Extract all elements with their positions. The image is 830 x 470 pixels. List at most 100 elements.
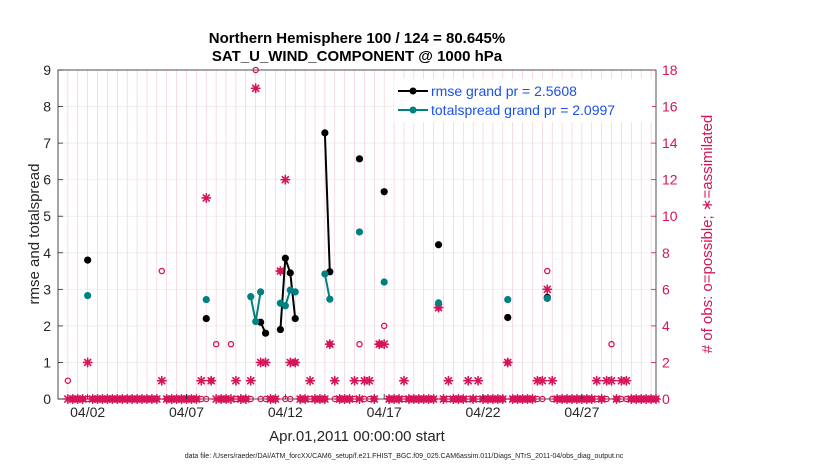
y-axis-left-ticks: 0 1 2 3 4 5 6 7 8 9 bbox=[43, 62, 63, 407]
obs-possible-point bbox=[380, 322, 388, 330]
spread-point bbox=[252, 317, 260, 326]
y-right-tick-label: 2 bbox=[662, 354, 670, 370]
obs-possible-point bbox=[212, 340, 220, 348]
obs-possible-point bbox=[158, 267, 166, 275]
y-right-tick-label: 18 bbox=[662, 62, 678, 78]
y-left-tick-label: 4 bbox=[43, 245, 51, 261]
rmse-point bbox=[261, 329, 270, 337]
x-tick-label: 04/17 bbox=[367, 404, 402, 420]
y-right-tick-label: 16 bbox=[662, 99, 678, 115]
obs-assimilated-point bbox=[275, 266, 286, 277]
x-axis-label: Apr.01,2011 00:00:00 start bbox=[269, 428, 446, 445]
rmse-point bbox=[276, 325, 284, 334]
y-left-tick-label: 7 bbox=[43, 135, 51, 151]
obs-assimilated-point bbox=[260, 357, 271, 368]
obs-assimilated-point bbox=[468, 393, 479, 405]
obs-possible-point bbox=[252, 66, 259, 74]
spread-point bbox=[247, 293, 255, 301]
y-left-tick-label: 8 bbox=[43, 99, 51, 115]
obs-assimilated-point bbox=[379, 339, 390, 350]
obs-assimilated-point bbox=[547, 375, 558, 386]
spread-point bbox=[434, 299, 443, 307]
spread-point bbox=[380, 278, 388, 286]
legend-rmse-marker bbox=[409, 87, 417, 95]
y-left-tick-label: 0 bbox=[43, 391, 51, 407]
footer-data-file: data file: /Users/raeder/DAI/ATM_forcXX/… bbox=[185, 453, 624, 460]
obs-assimilated-point bbox=[319, 393, 330, 405]
rmse-line-segment bbox=[323, 132, 331, 272]
rmse-point bbox=[281, 254, 289, 262]
rmse-point bbox=[321, 129, 329, 137]
obs-assimilated-point bbox=[230, 375, 241, 386]
obs-assimilated-point bbox=[537, 375, 548, 386]
obs-assimilated-point bbox=[473, 375, 484, 386]
obs-possible-point bbox=[356, 340, 363, 348]
obs-assimilated-point bbox=[250, 83, 261, 94]
spread-point bbox=[543, 294, 551, 303]
obs-assimilated-point bbox=[502, 357, 513, 368]
spread-point bbox=[202, 295, 210, 304]
rmse-point bbox=[286, 269, 294, 277]
rmse-point bbox=[291, 314, 299, 323]
obs-possible-point bbox=[287, 395, 294, 403]
rmse-point bbox=[84, 256, 92, 264]
obs-assimilated-point bbox=[463, 375, 474, 386]
y-left-tick-label: 1 bbox=[43, 354, 51, 370]
obs-assimilated-point bbox=[290, 357, 301, 368]
obs-assimilated-point bbox=[82, 357, 93, 368]
spread-point bbox=[257, 288, 265, 296]
rmse-line-segment bbox=[279, 257, 297, 330]
obs-assimilated-point bbox=[606, 375, 617, 386]
spread-point bbox=[326, 295, 334, 303]
spread-point bbox=[504, 295, 512, 304]
rmse-point bbox=[504, 313, 512, 322]
chart-title-line2: SAT_U_WIND_COMPONENT @ 1000 hPa bbox=[212, 48, 503, 65]
obs-assimilated-point bbox=[196, 375, 207, 386]
y-left-tick-label: 6 bbox=[43, 172, 51, 188]
y-axis-right-label: # of obs: o=possible; ∗=assimilated bbox=[699, 115, 716, 354]
obs-assimilated-point bbox=[156, 375, 167, 386]
obs-assimilated-point bbox=[443, 375, 454, 386]
obs-possible-point bbox=[247, 395, 254, 403]
legend-spread-marker bbox=[409, 106, 417, 114]
x-tick-label: 04/22 bbox=[466, 404, 501, 420]
obs-markers bbox=[62, 66, 662, 405]
series-lines bbox=[84, 129, 551, 337]
y-right-tick-label: 8 bbox=[662, 245, 670, 261]
obs-assimilated-point bbox=[394, 393, 405, 405]
obs-assimilated-point bbox=[428, 393, 439, 405]
y-right-tick-label: 0 bbox=[662, 391, 670, 407]
rmse-point bbox=[355, 155, 364, 163]
y-left-tick-label: 2 bbox=[43, 318, 51, 334]
obs-assimilated-point bbox=[369, 393, 380, 405]
obs-possible-point bbox=[603, 395, 610, 403]
obs-assimilated-point bbox=[349, 375, 360, 386]
spread-line-segment bbox=[323, 273, 331, 300]
spread-point bbox=[84, 291, 92, 300]
obs-assimilated-point bbox=[206, 375, 217, 386]
x-tick-label: 04/27 bbox=[564, 404, 599, 420]
obs-possible-point bbox=[64, 377, 72, 384]
obs-assimilated-point bbox=[591, 375, 602, 386]
obs-assimilated-point bbox=[542, 284, 553, 295]
y-left-tick-label: 5 bbox=[43, 208, 51, 224]
spread-point bbox=[291, 288, 299, 296]
y-left-tick-label: 3 bbox=[43, 281, 51, 297]
legend-spread-label: totalspread grand pr = 2.0997 bbox=[431, 102, 615, 118]
y-right-tick-label: 12 bbox=[662, 172, 678, 188]
obs-assimilated-point bbox=[329, 375, 340, 386]
obs-assimilated-point bbox=[324, 339, 335, 350]
x-axis-ticks: 04/02 04/07 04/12 04/17 04/22 04/27 bbox=[70, 394, 600, 420]
obs-possible-point bbox=[608, 340, 615, 348]
rmse-point bbox=[202, 314, 210, 323]
obs-assimilated-point bbox=[280, 174, 291, 185]
spread-point bbox=[281, 302, 289, 310]
obs-assimilated-point bbox=[621, 375, 632, 386]
obs-assimilated-point bbox=[497, 393, 508, 405]
obs-assimilated-point bbox=[458, 393, 469, 405]
obs-possible-point bbox=[203, 395, 210, 403]
y-right-tick-label: 14 bbox=[662, 135, 678, 151]
x-tick-label: 04/07 bbox=[169, 404, 204, 420]
legend: rmse grand pr = 2.5608 totalspread grand… bbox=[394, 79, 652, 122]
obs-possible-point bbox=[539, 395, 546, 403]
